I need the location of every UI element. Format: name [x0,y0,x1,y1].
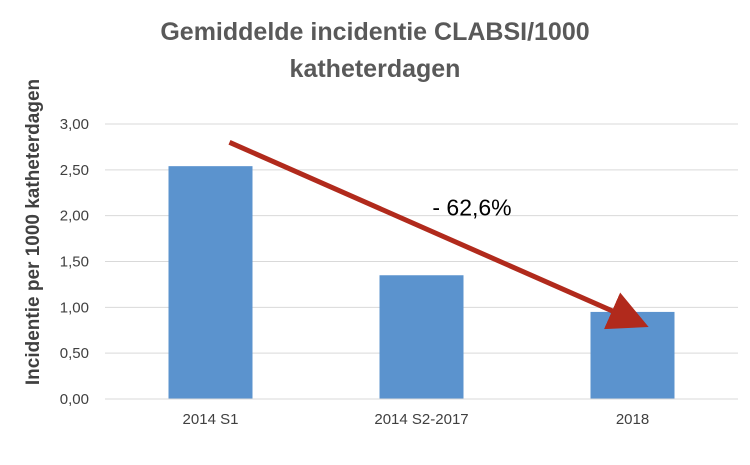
chart-title-line-1: Gemiddelde incidentie CLABSI/1000 [160,18,589,46]
y-tick-label: 2,00 [60,208,89,225]
y-tick-label: 0,00 [60,391,89,408]
y-tick-label: 1,00 [60,299,89,316]
x-tick-label: 2014 S2-2017 [374,411,468,428]
y-tick-label: 2,50 [60,162,89,179]
y-axis-label: Incidentie per 1000 katheterdagen [23,79,44,385]
bar [168,166,253,399]
annotation-label: - 62,6% [432,195,511,221]
bar [590,311,675,399]
bars [168,166,675,399]
chart-title-line-2: katheterdagen [290,55,461,83]
y-tick-label: 0,50 [60,345,89,362]
bar [379,275,464,399]
y-tick-labels: 0,00 0,50 1,00 1,50 2,00 2,50 3,00 [60,116,89,408]
x-tick-label: 2014 S1 [183,411,239,428]
x-tick-labels: 2014 S1 2014 S2-2017 2018 [183,411,650,428]
y-tick-label: 1,50 [60,254,89,271]
x-tick-label: 2018 [616,411,649,428]
y-tick-label: 3,00 [60,116,89,133]
trend-arrow [228,140,649,330]
